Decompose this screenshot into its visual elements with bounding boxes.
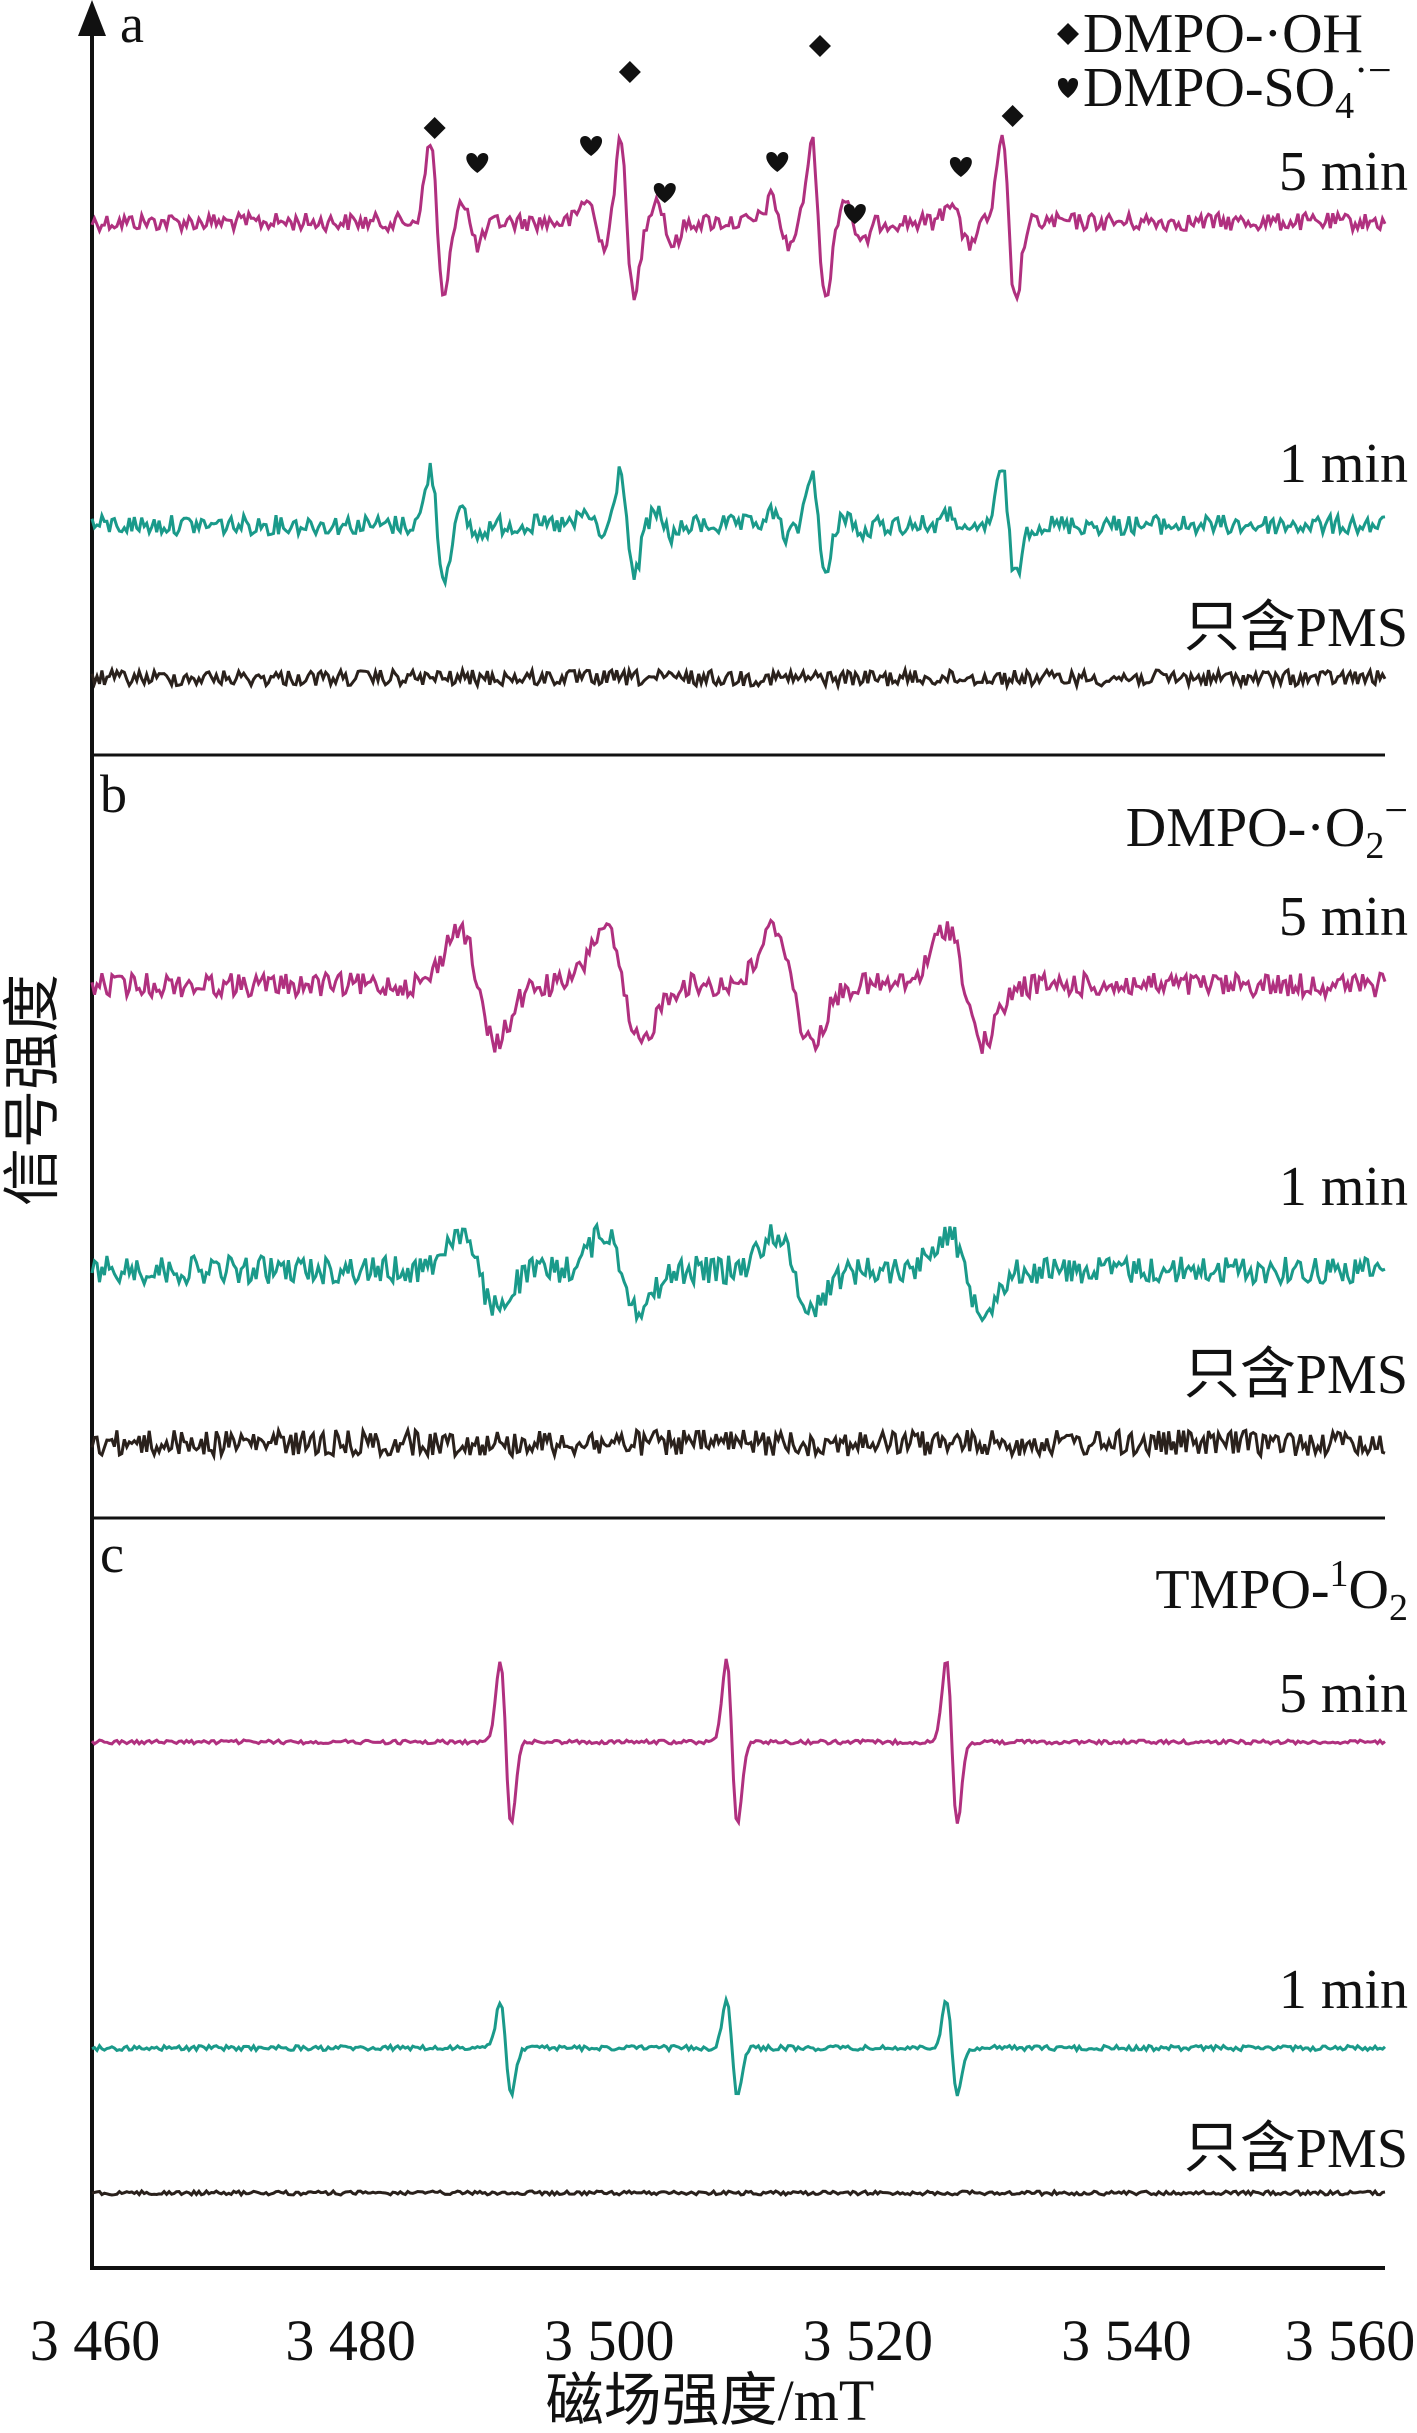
series-line-c-1min <box>91 1994 1387 2100</box>
label-a-1min: 1 min <box>1279 433 1408 495</box>
so4-peak-marker-icon <box>949 157 972 177</box>
so4-peak-marker-icon <box>843 204 866 224</box>
oh-peak-marker-icon <box>423 117 446 139</box>
panel-a-peak-markers <box>423 35 1024 224</box>
x-tick-label-3560: 3 560 <box>1285 2308 1416 2373</box>
panel-a-letter: a <box>120 0 144 54</box>
label-b-pms-only: 只含PMS <box>1184 1344 1408 1406</box>
y-axis-title: 信号强度 <box>0 974 65 1206</box>
panel-a: a DMPO-·OH DMPO-SO4·− 5 min 1 min 只含PMS <box>90 0 1408 692</box>
label-c-5min: 5 min <box>1279 1663 1408 1725</box>
label-c-1min: 1 min <box>1279 1959 1408 2021</box>
legend-diamond-icon <box>1057 23 1079 45</box>
label-a-pms-only: 只含PMS <box>1184 597 1408 659</box>
series-line-b-1min <box>90 1221 1386 1325</box>
legend-tmpo-1o2: TMPO-1O2 <box>1155 1553 1408 1629</box>
oh-peak-marker-icon <box>618 61 641 83</box>
x-tick-label-3520: 3 520 <box>803 2308 934 2373</box>
panel-c: c TMPO-1O2 5 min 1 min 只含PMS <box>90 1524 1408 2198</box>
so4-peak-marker-icon <box>466 153 489 173</box>
x-tick-label-3480: 3 480 <box>285 2308 416 2373</box>
panel-a-legend: DMPO-·OH DMPO-SO4·− <box>1057 3 1392 127</box>
oh-peak-marker-icon <box>808 35 831 57</box>
panel-b: b DMPO-·O2− 5 min 1 min 只含PMS <box>90 764 1408 1462</box>
so4-peak-marker-icon <box>766 152 789 172</box>
legend-dmpo-o2: DMPO-·O2− <box>1126 788 1408 867</box>
series-line-b-pms-only <box>90 1425 1386 1462</box>
legend-dmpo-so4: DMPO-SO4·− <box>1083 48 1392 127</box>
x-tick-labels: 3 460 3 480 3 500 3 520 3 540 3 560 <box>30 2308 1416 2373</box>
y-axis-arrow-icon <box>78 0 106 36</box>
label-b-5min: 5 min <box>1279 886 1408 948</box>
series-line-c-pms-only <box>91 2188 1386 2198</box>
oh-peak-marker-icon <box>1001 105 1024 127</box>
series-line-b-5min <box>90 917 1387 1054</box>
panel-c-letter: c <box>100 1524 124 1584</box>
so4-peak-marker-icon <box>580 136 603 156</box>
series-line-c-5min <box>90 1658 1386 1827</box>
series-line-a-1min <box>90 462 1386 589</box>
x-tick-label-3540: 3 540 <box>1061 2308 1192 2373</box>
series-line-a-pms-only <box>90 664 1387 692</box>
label-b-1min: 1 min <box>1279 1156 1408 1218</box>
x-tick-label-3460: 3 460 <box>30 2308 161 2373</box>
so4-peak-marker-icon <box>653 183 676 203</box>
x-axis-title: 磁场强度/mT <box>546 2368 875 2433</box>
label-c-pms-only: 只含PMS <box>1184 2118 1408 2180</box>
legend-dmpo-oh: DMPO-·OH <box>1083 3 1363 65</box>
legend-heart-icon <box>1057 78 1079 98</box>
label-a-5min: 5 min <box>1279 141 1408 203</box>
series-line-a-5min <box>90 132 1387 303</box>
x-tick-label-3500: 3 500 <box>544 2308 675 2373</box>
panel-b-letter: b <box>100 764 127 824</box>
